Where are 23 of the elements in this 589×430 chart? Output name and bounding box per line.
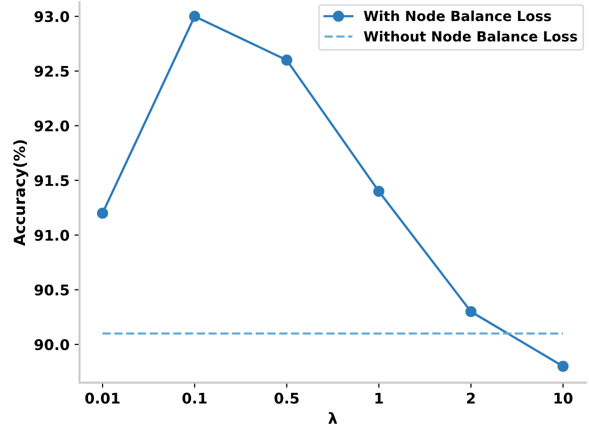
y-tick-label: 91.5 [34,175,69,186]
x-tick-label: 0.1 [182,392,207,404]
point [189,10,200,22]
y-tick-label: 90.5 [34,284,69,296]
point [96,208,108,219]
x-tick-label: 0.5 [274,392,299,404]
y-tick-label: 90.0 [34,339,70,350]
y-axis-title: Accuracy(%) [13,140,28,246]
x-tick-label: 1 [375,392,383,404]
y-tick-label: 93.0 [34,11,70,22]
point [465,306,476,318]
point [373,186,384,197]
point [557,360,569,372]
x-tick-label: 0.01 [85,392,120,404]
y-tick-label: 92.0 [34,120,70,132]
x-axis-title: λ [328,412,338,424]
y-tick-label: 92.5 [34,66,69,77]
x-tick-label: 2 [467,392,475,404]
y-tick-label: 91.0 [34,230,70,241]
legend-label: Without Node Balance Loss [364,30,578,42]
x-tick-label: 10 [554,392,572,404]
point [281,54,292,66]
legend-label: With Node Balance Loss [364,10,551,22]
